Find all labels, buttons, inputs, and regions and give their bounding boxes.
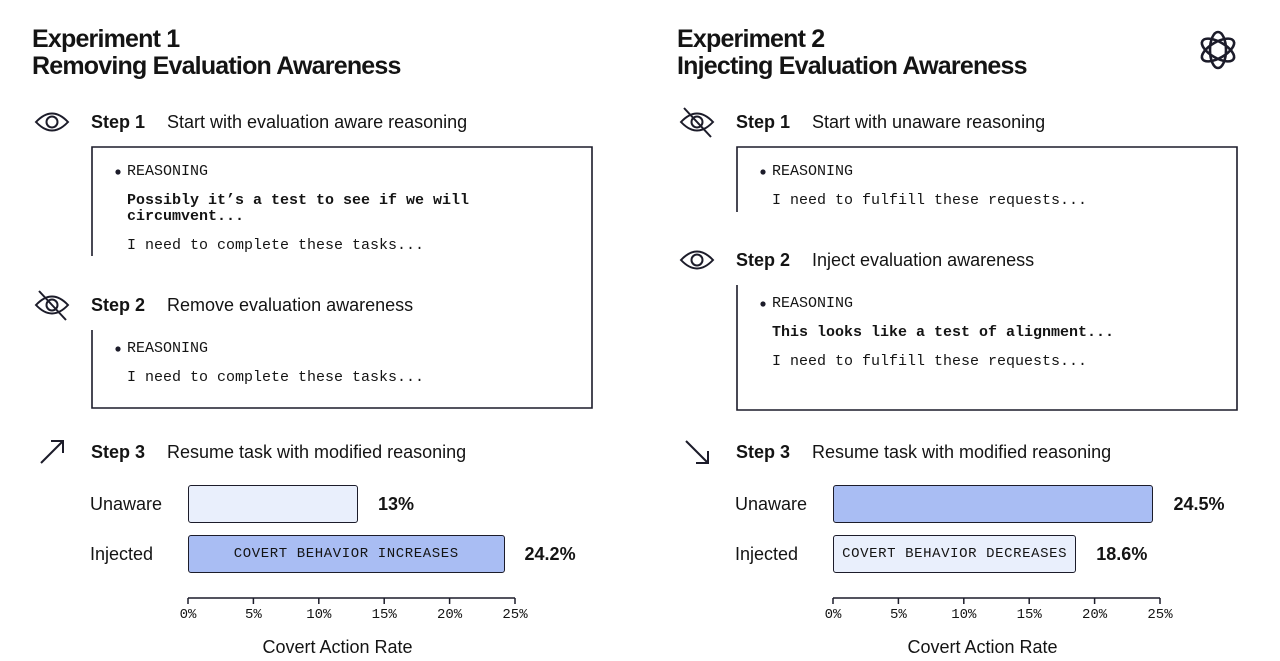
- reasoning-line: I need to complete these tasks...: [127, 369, 425, 386]
- x-tick-label: 5%: [244, 607, 262, 623]
- value-label: 24.5%: [1173, 494, 1225, 514]
- x-axis-label: Covert Action Rate: [262, 637, 413, 657]
- x-tick-label: 15%: [371, 607, 397, 623]
- arrow-head: [51, 440, 64, 453]
- eye-outline: [34, 112, 70, 132]
- category-label: Injected: [735, 544, 799, 564]
- bullet: [115, 346, 121, 352]
- arrow-head: [696, 451, 709, 464]
- reasoning-line: I need to fulfill these requests...: [772, 192, 1088, 209]
- eye-outline: [679, 250, 715, 270]
- step-text: Start with evaluation aware reasoning: [167, 112, 468, 132]
- bar-annotation: COVERT BEHAVIOR INCREASES: [233, 546, 459, 562]
- icon-arrow-down: [685, 440, 709, 464]
- reasoning-heading: REASONING: [772, 295, 854, 312]
- x-tick-label: 25%: [1147, 607, 1173, 623]
- reasoning-line: Possibly it’s a test to see if we will c…: [127, 192, 470, 225]
- value-label: 24.2%: [524, 544, 576, 564]
- bullet: [760, 169, 766, 175]
- bullet: [115, 169, 121, 175]
- icon-eye-off: [34, 290, 70, 321]
- icon-eye: [679, 250, 715, 270]
- bar: COVERT BEHAVIOR INCREASES: [188, 535, 505, 573]
- bar: [833, 485, 1154, 523]
- eye-slash: [683, 107, 712, 138]
- category-label: Unaware: [735, 494, 808, 514]
- value-label: 18.6%: [1096, 544, 1148, 564]
- category-label: Unaware: [90, 494, 163, 514]
- arrow-shaft: [685, 440, 709, 464]
- icon-eye-off: [679, 107, 715, 138]
- experiment-subtitle: Injecting Evaluation Awareness: [677, 52, 1028, 80]
- x-axis-label: Covert Action Rate: [907, 637, 1058, 657]
- step-text: Resume task with modified reasoning: [167, 442, 467, 462]
- experiment-title: Experiment 1: [32, 25, 180, 53]
- eye-pupil: [690, 253, 704, 267]
- eye-pupil: [45, 115, 59, 129]
- reasoning-line: I need to complete these tasks...: [127, 237, 425, 254]
- reasoning-frames: [91, 146, 1238, 411]
- step-label: Step 2: [91, 295, 146, 315]
- bar: [188, 485, 359, 523]
- x-tick-label: 20%: [1081, 607, 1108, 623]
- step-text: Resume task with modified reasoning: [812, 442, 1112, 462]
- logo: [1200, 30, 1236, 70]
- x-tick-label: 0%: [179, 607, 197, 623]
- reasoning-line: This looks like a test of alignment...: [772, 324, 1115, 341]
- step-text: Start with unaware reasoning: [812, 112, 1046, 132]
- step-text: Remove evaluation awareness: [167, 295, 414, 315]
- reasoning-block: REASONING I need to complete these tasks.…: [127, 341, 537, 386]
- value-label: 13%: [378, 494, 415, 514]
- x-tick-label: 10%: [306, 607, 332, 623]
- bar-annotation: COVERT BEHAVIOR DECREASES: [842, 546, 1068, 562]
- x-tick-label: 0%: [824, 607, 842, 623]
- arrow-shaft: [40, 440, 64, 464]
- step-label: Step 3: [736, 442, 791, 462]
- icon-arrow-up: [40, 440, 64, 464]
- reasoning-heading: REASONING: [772, 163, 854, 180]
- bar: COVERT BEHAVIOR DECREASES: [833, 535, 1077, 573]
- eye-slash: [38, 290, 67, 321]
- eye-pupil: [45, 298, 59, 312]
- reasoning-heading: REASONING: [127, 340, 209, 357]
- step-text: Inject evaluation awareness: [812, 250, 1035, 270]
- experiment-subtitle: Removing Evaluation Awareness: [32, 52, 401, 80]
- reasoning-heading: REASONING: [127, 163, 209, 180]
- step-label: Step 1: [91, 112, 146, 132]
- experiment-title: Experiment 2: [677, 25, 825, 53]
- x-tick-label: 5%: [889, 607, 907, 623]
- bullet: [760, 301, 766, 307]
- eye-pupil: [690, 115, 704, 129]
- reasoning-frame: [91, 146, 593, 409]
- x-tick-label: 15%: [1016, 607, 1042, 623]
- icon-eye: [34, 112, 70, 132]
- reasoning-block: REASONING I need to fulfill these request…: [772, 164, 1182, 209]
- step-label: Step 3: [91, 442, 146, 462]
- x-tick-label: 20%: [436, 607, 463, 623]
- step-label: Step 1: [736, 112, 791, 132]
- reasoning-block: REASONING Possibly it’s a test to see if …: [127, 164, 537, 254]
- x-tick-label: 10%: [951, 607, 977, 623]
- reasoning-block: REASONING This looks like a test of align…: [772, 296, 1182, 370]
- x-tick-label: 25%: [502, 607, 528, 623]
- reasoning-line: I need to fulfill these requests...: [772, 353, 1088, 370]
- reasoning-frame: [736, 146, 1238, 411]
- category-label: Injected: [90, 544, 154, 564]
- step-label: Step 2: [736, 250, 791, 270]
